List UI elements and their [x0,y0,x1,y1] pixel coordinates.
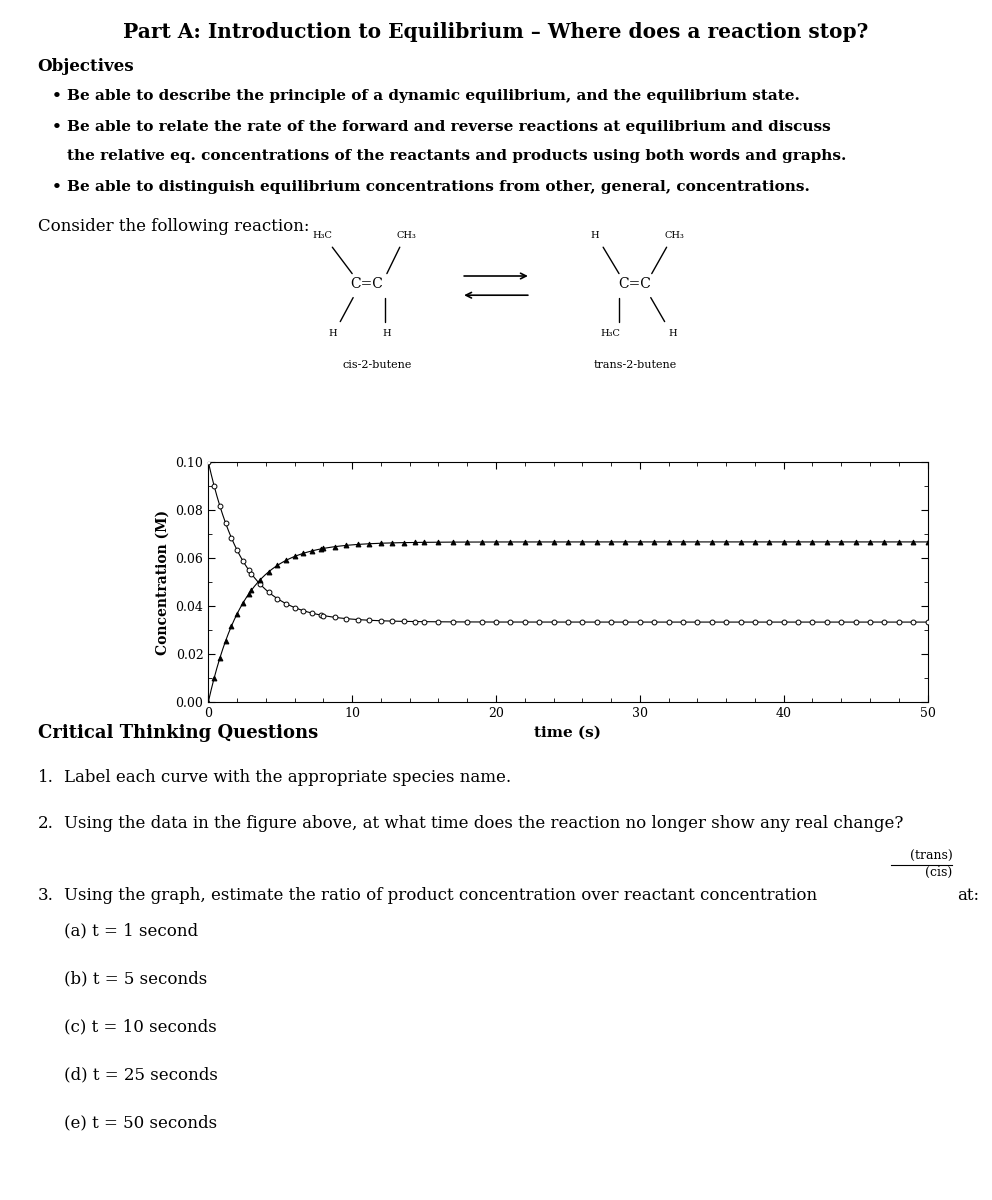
Text: CH₃: CH₃ [665,230,684,240]
Text: Critical Thinking Questions: Critical Thinking Questions [38,724,318,742]
Text: •: • [52,120,62,134]
Text: H₃C: H₃C [312,230,332,240]
Text: 2.: 2. [38,815,54,832]
Text: H: H [669,329,677,338]
Text: CH₃: CH₃ [397,230,417,240]
Text: C=C: C=C [618,277,652,292]
Text: C=C: C=C [350,277,384,292]
Text: H: H [591,230,599,240]
Text: (e) t = 50 seconds: (e) t = 50 seconds [64,1115,217,1132]
Text: (cis): (cis) [926,866,952,880]
Text: at:: at: [957,887,979,904]
Y-axis label: Concentration (M): Concentration (M) [156,510,170,654]
Text: trans-2-butene: trans-2-butene [593,360,677,370]
Text: H₃C: H₃C [600,329,620,338]
X-axis label: time (s): time (s) [535,726,601,739]
Text: (d) t = 25 seconds: (d) t = 25 seconds [64,1067,218,1084]
Text: the relative eq. concentrations of the reactants and products using both words a: the relative eq. concentrations of the r… [67,149,847,163]
Text: 3.: 3. [38,887,54,904]
Text: Label each curve with the appropriate species name.: Label each curve with the appropriate sp… [64,769,512,786]
Text: Part A: Introduction to Equilibrium – Where does a reaction stop?: Part A: Introduction to Equilibrium – Wh… [123,22,869,42]
Text: Consider the following reaction:: Consider the following reaction: [38,218,310,235]
Text: Be able to distinguish equilibrium concentrations from other, general, concentra: Be able to distinguish equilibrium conce… [67,180,810,194]
Text: •: • [52,180,62,194]
Text: Be able to describe the principle of a dynamic equilibrium, and the equilibrium : Be able to describe the principle of a d… [67,89,801,103]
Text: (c) t = 10 seconds: (c) t = 10 seconds [64,1019,217,1036]
Text: Using the graph, estimate the ratio of product concentration over reactant conce: Using the graph, estimate the ratio of p… [64,887,817,904]
Text: cis-2-butene: cis-2-butene [342,360,412,370]
Text: •: • [52,89,62,103]
Text: Objectives: Objectives [38,58,134,74]
Text: H: H [383,329,391,338]
Text: H: H [328,329,336,338]
Text: (a) t = 1 second: (a) t = 1 second [64,923,198,940]
Text: Be able to relate the rate of the forward and reverse reactions at equilibrium a: Be able to relate the rate of the forwar… [67,120,831,134]
Text: 1.: 1. [38,769,54,786]
Text: Using the data in the figure above, at what time does the reaction no longer sho: Using the data in the figure above, at w… [64,815,904,832]
Text: (trans): (trans) [910,850,952,863]
Text: (b) t = 5 seconds: (b) t = 5 seconds [64,971,207,988]
